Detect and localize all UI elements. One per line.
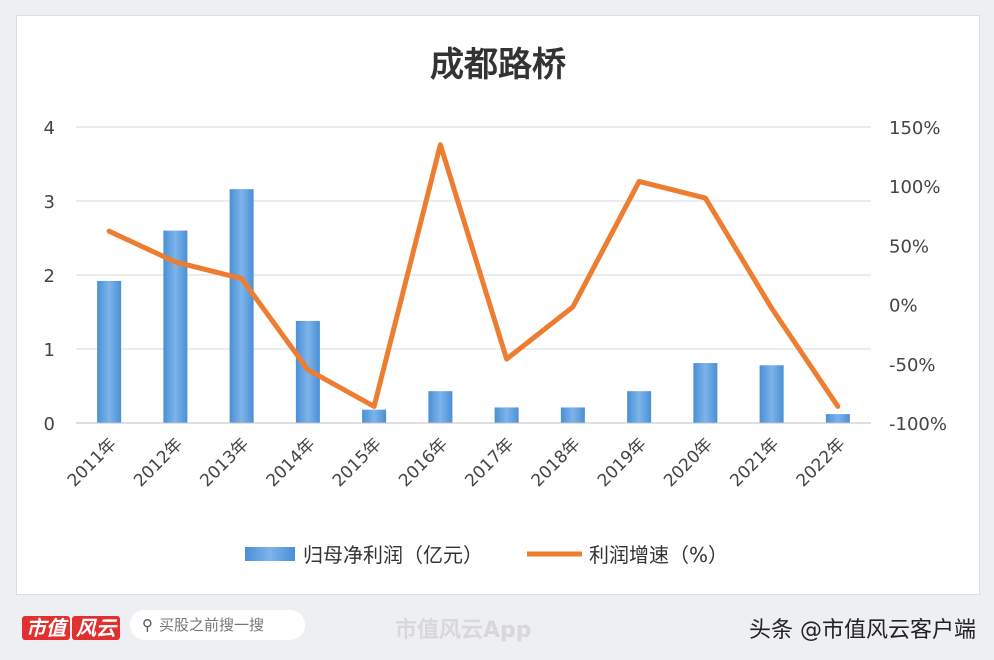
right-tick-label: -50% — [889, 355, 936, 376]
brand-mark: 风云 — [72, 616, 120, 640]
right-tick-label: -100% — [889, 414, 947, 435]
brand-logo: 市值 风云 — [20, 612, 120, 641]
right-tick-label: 150% — [889, 118, 940, 139]
category-label: 2017年 — [461, 434, 518, 491]
category-label: 2022年 — [793, 434, 850, 491]
legend-bar-label: 归母净利润（亿元） — [303, 543, 483, 567]
chart-card: 成都路桥 0 1 2 3 4 -100% -50% 0% 50% 100% 150% 2011年 2012… — [16, 15, 980, 595]
bar — [362, 409, 387, 423]
legend-bar-swatch — [245, 547, 295, 561]
search-icon: ⚲ — [142, 616, 153, 634]
category-label: 2013年 — [196, 434, 253, 491]
legend-line-label: 利润增速（%） — [589, 543, 728, 567]
app-watermark: 市值风云App — [395, 618, 532, 643]
line-series — [106, 142, 841, 409]
bar — [759, 365, 784, 423]
category-label: 2018年 — [528, 434, 585, 491]
credit-text: 头条 @市值风云客户端 — [749, 618, 976, 643]
bar — [494, 407, 519, 423]
brand-text: 市值 — [22, 616, 70, 640]
left-tick-label: 1 — [44, 340, 55, 361]
right-tick-label: 50% — [889, 236, 929, 257]
bar — [428, 391, 453, 423]
category-label: 2019年 — [594, 434, 651, 491]
right-tick-label: 0% — [889, 296, 918, 317]
left-tick-label: 4 — [44, 118, 55, 139]
chart-title: 成都路桥 — [430, 45, 566, 85]
bar — [560, 407, 585, 423]
category-label: 2016年 — [395, 434, 452, 491]
bar — [825, 414, 850, 423]
category-label: 2011年 — [64, 434, 121, 491]
bar — [229, 189, 254, 423]
footer: 市值 风云 ⚲ 买股之前搜一搜 市值风云App 头条 @市值风云客户端 — [0, 600, 994, 660]
category-label: 2021年 — [726, 434, 783, 491]
bar — [693, 363, 718, 423]
left-tick-label: 0 — [44, 414, 55, 435]
search-box[interactable]: ⚲ 买股之前搜一搜 — [130, 610, 305, 640]
category-label: 2015年 — [329, 434, 386, 491]
bar — [627, 391, 652, 423]
left-tick-label: 2 — [44, 266, 55, 287]
left-tick-label: 3 — [44, 192, 55, 213]
bar — [97, 280, 122, 423]
chart: 成都路桥 0 1 2 3 4 -100% -50% 0% 50% 100% 150% 2011年 2012… — [44, 45, 947, 567]
right-tick-label: 100% — [889, 177, 940, 198]
search-placeholder: 买股之前搜一搜 — [159, 616, 265, 634]
category-label: 2014年 — [263, 434, 320, 491]
category-label: 2020年 — [660, 434, 717, 491]
category-label: 2012年 — [130, 434, 187, 491]
